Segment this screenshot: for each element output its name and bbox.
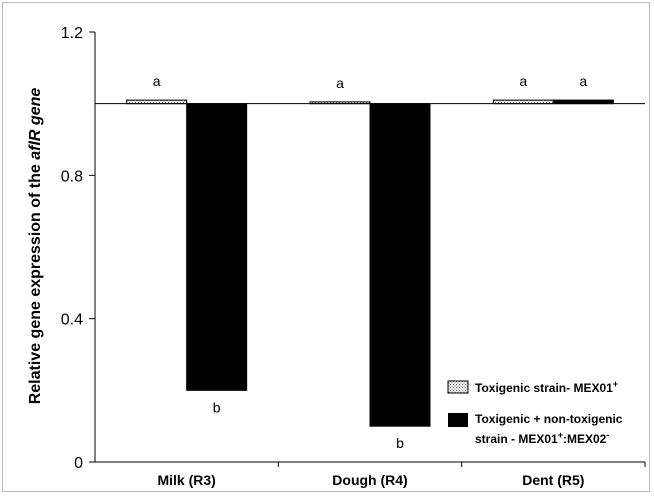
y-axis-title-prefix: Relative gene expression of the: [27, 160, 44, 405]
significance-label: a: [579, 73, 587, 89]
significance-labels: a b a b a a: [153, 73, 588, 451]
y-axis-title-gene: aflR gene: [27, 88, 44, 160]
y-tick-label: 0.4: [61, 312, 83, 329]
bar-mixed: [552, 99, 614, 105]
bar-toxigenic: [492, 99, 554, 105]
significance-label: a: [519, 73, 527, 89]
legend-label-toxigenic: Toxigenic strain- MEX01+: [475, 379, 618, 395]
significance-label: b: [213, 399, 221, 415]
chart-frame: [2, 2, 650, 492]
legend-swatch-mixed: [448, 413, 468, 427]
legend-label-mixed-line2: strain - MEX01+:MEX02-: [475, 430, 609, 446]
significance-label: a: [336, 75, 344, 91]
y-tick-label: 0: [74, 455, 83, 472]
legend-swatch-toxigenic: [447, 380, 469, 394]
y-tick-label: 0.8: [61, 168, 83, 185]
significance-label: a: [153, 73, 161, 89]
y-axis-ticks: 0 0.4 0.8 1.2: [61, 25, 95, 472]
x-tick-label: Milk (R3): [157, 472, 215, 488]
y-axis-title: Relative gene expression of the aflR gen…: [27, 88, 44, 405]
bars: [126, 99, 614, 427]
bar-mixed: [369, 103, 431, 427]
bar-toxigenic: [126, 99, 188, 105]
x-axis-categories: Milk (R3) Dough (R4) Dent (R5): [157, 462, 646, 488]
y-tick-label: 1.2: [61, 25, 83, 42]
legend-label-mixed-line1: Toxigenic + non-toxigenic: [475, 412, 623, 426]
legend: Toxigenic strain- MEX01+ Toxigenic + non…: [447, 379, 623, 446]
bar-mixed: [186, 103, 248, 391]
x-tick-label: Dent (R5): [522, 472, 584, 488]
x-tick-label: Dough (R4): [332, 472, 407, 488]
significance-label: b: [396, 435, 404, 451]
